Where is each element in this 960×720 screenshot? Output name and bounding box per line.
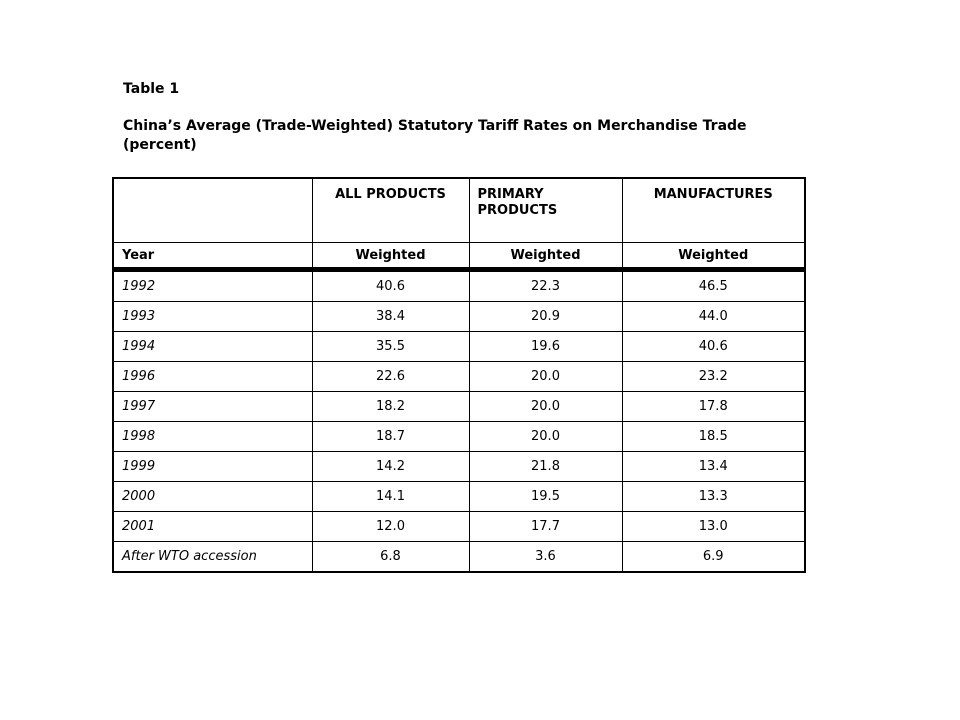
primary-products-cell: 22.3 bbox=[468, 269, 623, 302]
all-products-cell: 22.6 bbox=[311, 361, 470, 392]
all-products-cell: 35.5 bbox=[311, 331, 470, 362]
year-cell: 1993 bbox=[112, 301, 313, 332]
header-primary-line2: PRODUCTS bbox=[477, 203, 558, 218]
table-row: 1992 40.6 22.3 46.5 bbox=[112, 269, 806, 302]
year-cell: 1999 bbox=[112, 451, 313, 482]
manufactures-cell: 46.5 bbox=[621, 269, 806, 302]
table-caption: China’s Average (Trade-Weighted) Statuto… bbox=[123, 117, 843, 155]
year-cell: 1994 bbox=[112, 331, 313, 362]
header-empty-cell bbox=[112, 177, 313, 243]
all-products-cell: 12.0 bbox=[311, 511, 470, 542]
table-row: 1993 38.4 20.9 44.0 bbox=[112, 301, 806, 332]
manufactures-cell: 13.0 bbox=[621, 511, 806, 542]
subheader-all-weighted: Weighted bbox=[311, 242, 470, 272]
subheader-primary-weighted: Weighted bbox=[468, 242, 623, 272]
table-row: 2001 12.0 17.7 13.0 bbox=[112, 511, 806, 542]
primary-products-cell: 20.0 bbox=[468, 391, 623, 422]
header-all-products: ALL PRODUCTS bbox=[311, 177, 470, 243]
all-products-cell: 40.6 bbox=[311, 269, 470, 302]
subheader-year: Year bbox=[112, 242, 313, 272]
table-row: 1998 18.7 20.0 18.5 bbox=[112, 421, 806, 452]
table-label: Table 1 bbox=[123, 81, 180, 97]
table-row: 1999 14.2 21.8 13.4 bbox=[112, 451, 806, 482]
header-primary-line1: PRIMARY bbox=[477, 187, 544, 202]
header-primary-products: PRIMARY PRODUCTS bbox=[468, 177, 623, 243]
manufactures-cell: 44.0 bbox=[621, 301, 806, 332]
subheader-manufactures-weighted: Weighted bbox=[621, 242, 806, 272]
manufactures-cell: 40.6 bbox=[621, 331, 806, 362]
all-products-cell: 18.7 bbox=[311, 421, 470, 452]
all-products-cell: 38.4 bbox=[311, 301, 470, 332]
year-cell: 1997 bbox=[112, 391, 313, 422]
all-products-cell: 6.8 bbox=[311, 541, 470, 573]
year-cell: After WTO accession bbox=[112, 541, 313, 573]
year-cell: 1996 bbox=[112, 361, 313, 392]
primary-products-cell: 19.5 bbox=[468, 481, 623, 512]
primary-products-cell: 20.0 bbox=[468, 421, 623, 452]
manufactures-cell: 23.2 bbox=[621, 361, 806, 392]
manufactures-cell: 13.4 bbox=[621, 451, 806, 482]
tariff-table: ALL PRODUCTS PRIMARY PRODUCTS MANUFACTUR… bbox=[112, 177, 806, 573]
primary-products-cell: 19.6 bbox=[468, 331, 623, 362]
manufactures-cell: 6.9 bbox=[621, 541, 806, 573]
manufactures-cell: 18.5 bbox=[621, 421, 806, 452]
primary-products-cell: 20.0 bbox=[468, 361, 623, 392]
table-row: 1997 18.2 20.0 17.8 bbox=[112, 391, 806, 422]
header-manufactures: MANUFACTURES bbox=[621, 177, 806, 243]
year-cell: 1998 bbox=[112, 421, 313, 452]
all-products-cell: 18.2 bbox=[311, 391, 470, 422]
table-row: 2000 14.1 19.5 13.3 bbox=[112, 481, 806, 512]
primary-products-cell: 17.7 bbox=[468, 511, 623, 542]
primary-products-cell: 20.9 bbox=[468, 301, 623, 332]
table-row: 1996 22.6 20.0 23.2 bbox=[112, 361, 806, 392]
caption-title: China’s Average (Trade-Weighted) Statuto… bbox=[123, 118, 747, 134]
all-products-cell: 14.1 bbox=[311, 481, 470, 512]
header-row: ALL PRODUCTS PRIMARY PRODUCTS MANUFACTUR… bbox=[112, 177, 806, 243]
manufactures-cell: 13.3 bbox=[621, 481, 806, 512]
year-cell: 2000 bbox=[112, 481, 313, 512]
primary-products-cell: 21.8 bbox=[468, 451, 623, 482]
subheader-row: Year Weighted Weighted Weighted bbox=[112, 242, 806, 272]
all-products-cell: 14.2 bbox=[311, 451, 470, 482]
manufactures-cell: 17.8 bbox=[621, 391, 806, 422]
table-row: 1994 35.5 19.6 40.6 bbox=[112, 331, 806, 362]
caption-unit: (percent) bbox=[123, 137, 197, 153]
table-row: After WTO accession 6.8 3.6 6.9 bbox=[112, 541, 806, 573]
year-cell: 1992 bbox=[112, 269, 313, 302]
primary-products-cell: 3.6 bbox=[468, 541, 623, 573]
year-cell: 2001 bbox=[112, 511, 313, 542]
